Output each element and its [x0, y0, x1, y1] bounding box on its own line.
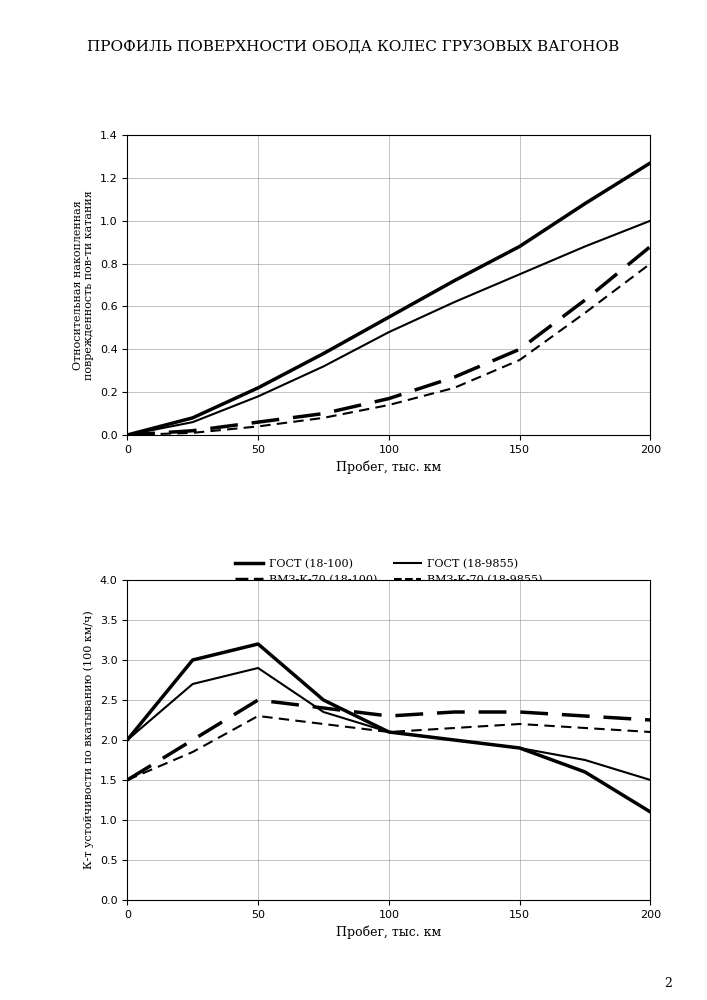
- Legend: ГОСТ (18-100), ВМЗ-К-70 (18-100), ГОСТ (18-9855), ВМЗ-К-70 (18-9855): ГОСТ (18-100), ВМЗ-К-70 (18-100), ГОСТ (…: [230, 555, 547, 590]
- Text: Фиг. 3: Фиг. 3: [366, 603, 411, 617]
- X-axis label: Пробег, тыс. км: Пробег, тыс. км: [337, 925, 441, 939]
- X-axis label: Пробег, тыс. км: Пробег, тыс. км: [337, 460, 441, 474]
- Y-axis label: Относительная накопленная
поврежденность пов-ти катания: Относительная накопленная поврежденность…: [73, 190, 94, 380]
- Text: ПРОФИЛЬ ПОВЕРХНОСТИ ОБОДА КОЛЕС ГРУЗОВЫХ ВАГОНОВ: ПРОФИЛЬ ПОВЕРХНОСТИ ОБОДА КОЛЕС ГРУЗОВЫХ…: [88, 40, 619, 54]
- Y-axis label: К-т устойчивости по вкатыванию (100 км/ч): К-т устойчивости по вкатыванию (100 км/ч…: [83, 611, 94, 869]
- Text: 2: 2: [664, 977, 672, 990]
